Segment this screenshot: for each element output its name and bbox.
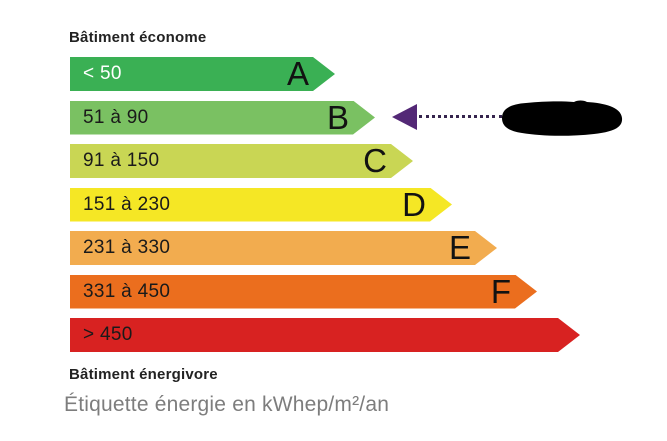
range-label-D: 151 à 230 (83, 193, 171, 215)
class-letter-A: A (286, 55, 309, 92)
energy-bar-E: 231 à 330 E (70, 231, 497, 265)
energy-label-caption: Étiquette énergie en kWhep/m²/an (64, 393, 390, 416)
class-pointer-arrow-icon (392, 104, 417, 130)
class-letter-B: B (326, 98, 349, 136)
range-label-F: 331 à 450 (83, 280, 171, 302)
range-label-E: 231 à 330 (83, 237, 171, 258)
class-letter-E: E (448, 229, 471, 266)
energy-scale: < 50 A 51 à 90 B 91 à 150 C 151 à 230 D 231 à 33… (70, 57, 610, 353)
redacted-value-blob (502, 100, 623, 136)
energy-bar-D: 151 à 230 D (70, 188, 452, 222)
dotted-connector-line (419, 115, 502, 118)
range-label-B: 51 à 90 (83, 106, 149, 128)
range-label-A: < 50 (83, 63, 122, 84)
energy-bar-C: 91 à 150 C (70, 144, 413, 178)
energy-bar-A: < 50 A (70, 57, 335, 91)
energy-intensive-building-label: Bâtiment énergivore (69, 366, 218, 383)
class-letter-D: D (402, 185, 426, 223)
class-letter-F: F (490, 272, 511, 310)
energy-bar-G: > 450 (70, 318, 580, 352)
class-letter-C: C (363, 142, 387, 179)
range-label-C: 91 à 150 (83, 150, 160, 171)
blob-shape (502, 100, 623, 136)
economical-building-label: Bâtiment économe (69, 29, 207, 46)
energy-bar-B: 51 à 90 B (70, 101, 375, 135)
energy-bar-F: 331 à 450 F (70, 275, 537, 309)
range-label-G: > 450 (83, 324, 133, 345)
